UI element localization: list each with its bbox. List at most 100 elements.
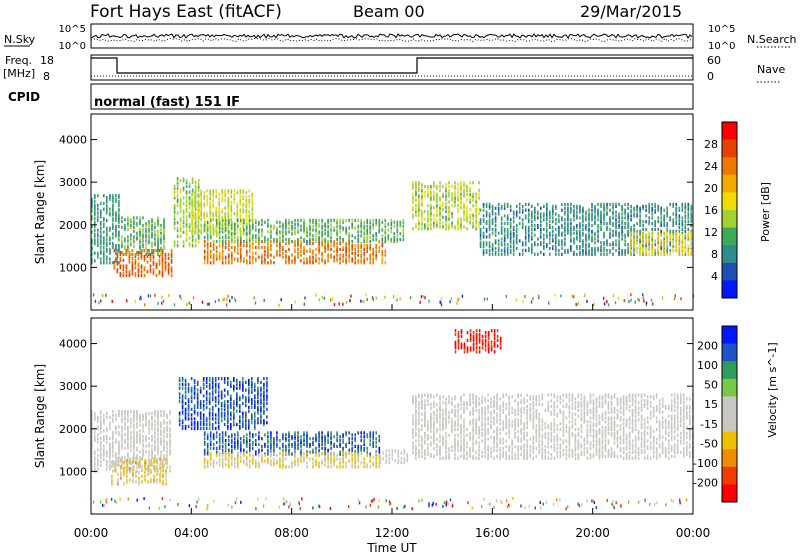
data-cell — [103, 224, 105, 228]
data-cell — [609, 222, 611, 226]
data-cell — [94, 209, 96, 213]
data-cell — [324, 435, 326, 439]
data-cell — [312, 440, 314, 445]
data-cell — [115, 438, 117, 442]
data-cell — [336, 232, 338, 236]
data-cell — [160, 231, 162, 235]
data-cell — [482, 233, 485, 237]
data-cell — [212, 463, 215, 467]
data-cell — [534, 208, 536, 212]
data-cell — [648, 222, 650, 226]
data-cell — [249, 238, 251, 242]
data-cell — [303, 437, 305, 441]
colorbar-tick-label: 28 — [704, 138, 718, 151]
data-cell — [684, 229, 687, 233]
data-cell — [242, 423, 244, 427]
data-cell — [209, 439, 212, 443]
data-cell — [315, 230, 317, 234]
data-cell — [479, 241, 482, 245]
data-cell — [321, 439, 323, 443]
data-cell — [627, 206, 629, 210]
data-cell — [218, 234, 221, 238]
data-cell — [439, 206, 441, 210]
data-cell — [243, 220, 245, 224]
data-cell — [666, 222, 668, 226]
data-cell — [321, 220, 323, 224]
data-cell — [558, 220, 560, 224]
data-cell — [427, 213, 429, 217]
data-cell — [197, 212, 199, 216]
data-cell — [160, 235, 162, 239]
data-cell — [588, 233, 590, 237]
data-cell — [321, 240, 323, 244]
data-cell — [188, 226, 191, 231]
data-cell — [212, 465, 215, 469]
y-tick-label: 4000 — [59, 134, 87, 147]
ground-scatter-cell — [227, 294, 229, 298]
data-cell — [231, 261, 233, 265]
data-cell — [133, 467, 135, 471]
data-cell — [260, 386, 262, 390]
data-cell — [91, 452, 93, 456]
data-cell — [145, 223, 147, 228]
data-cell — [111, 465, 113, 469]
data-cell — [421, 192, 423, 196]
data-cell — [270, 236, 272, 240]
data-cell — [190, 377, 193, 381]
data-cell — [218, 239, 221, 244]
data-cell — [252, 255, 254, 259]
data-cell — [357, 238, 359, 242]
data-cell — [245, 415, 247, 419]
data-cell — [360, 253, 362, 257]
data-cell — [442, 204, 444, 208]
ground-scatter-cell — [345, 301, 348, 304]
data-cell — [239, 200, 242, 204]
data-cell — [199, 401, 202, 406]
data-cell — [173, 211, 176, 215]
data-cell — [151, 435, 153, 439]
ground-scatter-cell — [537, 294, 540, 298]
data-cell — [155, 264, 158, 268]
data-cell — [223, 423, 226, 427]
data-cell — [233, 411, 235, 415]
data-cell — [185, 232, 188, 236]
data-cell — [100, 459, 102, 464]
data-cell — [576, 245, 578, 249]
data-cell — [378, 435, 381, 439]
ground-scatter-cell — [126, 299, 128, 303]
data-cell — [263, 423, 265, 427]
data-cell — [648, 210, 650, 214]
data-cell — [151, 438, 153, 442]
data-cell — [157, 419, 159, 423]
data-cell — [106, 436, 108, 441]
data-cell — [309, 257, 311, 261]
data-cell — [191, 177, 194, 181]
data-cell — [509, 208, 512, 212]
data-cell — [100, 442, 102, 446]
data-cell — [412, 186, 414, 191]
data-cell — [415, 213, 417, 217]
data-cell — [128, 274, 131, 278]
data-cell — [193, 396, 196, 400]
data-cell — [491, 212, 494, 216]
data-cell — [203, 261, 206, 265]
data-cell — [217, 398, 220, 402]
data-cell — [594, 248, 596, 253]
data-cell — [321, 253, 323, 257]
data-cell — [270, 234, 272, 238]
data-cell — [173, 244, 176, 248]
data-cell — [242, 223, 245, 227]
data-cell — [243, 435, 245, 439]
data-cell — [430, 219, 432, 223]
data-cell — [630, 241, 632, 245]
data-cell — [369, 232, 371, 236]
data-cell — [170, 254, 173, 258]
data-cell — [223, 411, 226, 415]
data-cell — [146, 251, 149, 255]
data-cell — [176, 221, 179, 225]
data-cell — [282, 444, 284, 448]
data-cell — [288, 450, 290, 454]
data-cell — [178, 378, 181, 383]
data-cell — [211, 392, 214, 396]
data-cell — [243, 439, 245, 443]
